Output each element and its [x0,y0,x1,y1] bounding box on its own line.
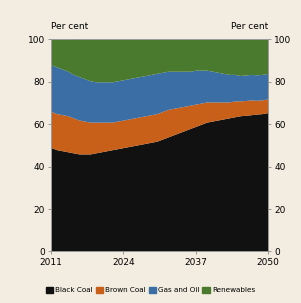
Text: Per cent: Per cent [231,22,268,31]
Text: Per cent: Per cent [51,22,88,31]
Legend: Black Coal, Brown Coal, Gas and Oil, Renewables: Black Coal, Brown Coal, Gas and Oil, Ren… [43,284,258,296]
